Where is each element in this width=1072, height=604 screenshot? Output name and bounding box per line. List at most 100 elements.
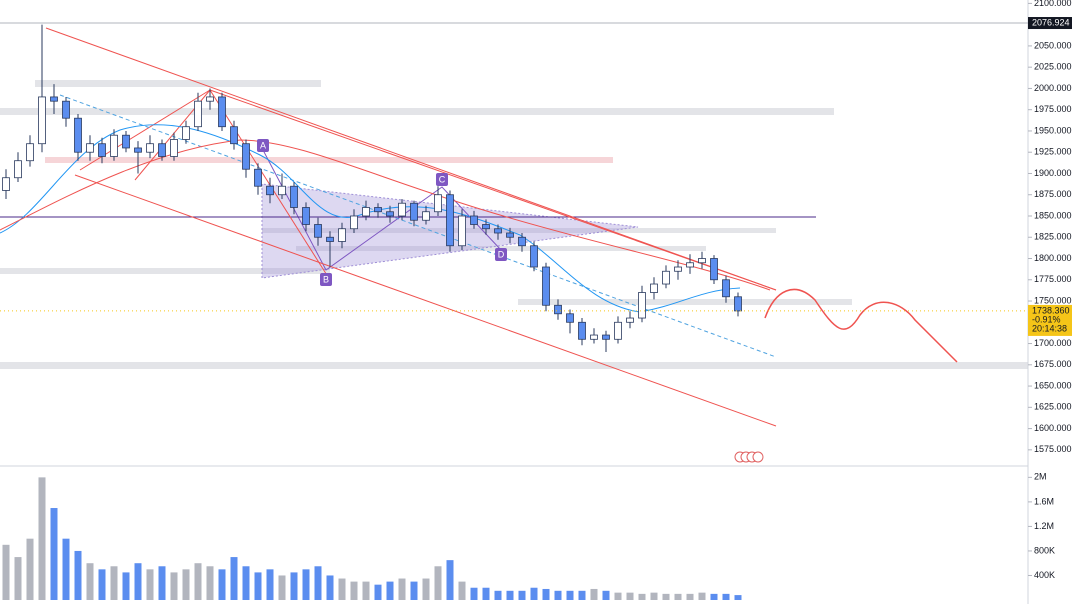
candle-body: [86, 143, 94, 153]
dashed-line: [59, 94, 777, 358]
annotation-labels: A B C D: [257, 139, 507, 286]
volume-bar: [410, 581, 418, 600]
candle-body: [302, 207, 310, 225]
volume-bar: [398, 578, 406, 600]
candle-body: [410, 202, 418, 221]
candle-body: [266, 185, 274, 196]
y-tick-label: 1700.000: [1034, 338, 1072, 348]
volume-bar: [446, 560, 454, 600]
volume-bar: [98, 569, 106, 600]
channel-line: [45, 27, 777, 291]
candle-body: [362, 207, 370, 217]
volume-bar: [134, 563, 142, 600]
label-box: [495, 248, 507, 261]
candle-body: [170, 139, 178, 157]
countdown-label: 20:14:38: [1032, 323, 1067, 333]
annotation-label: A: [260, 140, 266, 150]
y-tick-label: 1750.000: [1034, 295, 1072, 305]
annotation-label: D: [498, 249, 505, 259]
volume-bar: [242, 566, 250, 600]
volume-bar: [266, 569, 274, 600]
candle-body: [146, 143, 154, 153]
candle-body: [614, 321, 622, 340]
candle-body: [446, 194, 454, 247]
candle-body: [722, 279, 730, 298]
y-tick-label: 1800.000: [1034, 253, 1072, 263]
candle-body: [734, 296, 742, 312]
label-box: [436, 173, 448, 186]
candle-body: [314, 224, 322, 238]
candle-body: [206, 96, 214, 102]
y-tick-label: 1875.000: [1034, 189, 1072, 199]
candle-body: [686, 262, 694, 268]
volume-bar: [614, 592, 622, 600]
last-price-label: 1738.360: [1032, 305, 1070, 315]
event-icons: [734, 451, 764, 463]
volume-bar: [326, 575, 334, 600]
candle-body: [2, 177, 10, 191]
candle-body: [278, 185, 286, 196]
volume-tick-label: 2M: [1034, 472, 1047, 482]
candle-body: [338, 228, 346, 242]
volume-bar: [422, 578, 430, 600]
candle-body: [698, 258, 706, 264]
volume-bar: [590, 588, 598, 600]
candle-body: [50, 96, 58, 102]
zone: [0, 362, 1028, 369]
y-tick-label: 1650.000: [1034, 380, 1072, 390]
volume-bar: [314, 566, 322, 600]
change-label: -0.91%: [1032, 314, 1061, 324]
zone: [0, 108, 834, 115]
candle-body: [626, 317, 634, 323]
volume-bar: [194, 563, 202, 600]
y-tick-label: 1825.000: [1034, 232, 1072, 242]
label-box: [257, 139, 269, 152]
volume-bar: [290, 572, 298, 600]
candle-body: [458, 215, 466, 247]
volume-tick-label: 800K: [1034, 545, 1055, 555]
candle-body: [566, 313, 574, 323]
volume-bar: [206, 566, 214, 600]
volume-bar: [710, 593, 718, 600]
candle-body: [530, 245, 538, 268]
candle-body: [386, 211, 394, 217]
volume-bar: [110, 566, 118, 600]
volume-bar: [506, 590, 514, 600]
candle-body: [122, 134, 130, 149]
volume-bar: [530, 587, 538, 600]
volume-bar: [182, 569, 190, 600]
volume-bar: [482, 587, 490, 600]
y-tick-label: 2000.000: [1034, 83, 1072, 93]
y-tick-label: 2050.000: [1034, 40, 1072, 50]
volume-bar: [386, 581, 394, 600]
volume-bar: [650, 592, 658, 600]
candle-body: [62, 100, 70, 119]
candle-body: [434, 194, 442, 213]
candle-body: [710, 258, 718, 281]
volume-bar: [14, 557, 22, 600]
y-tick-label: 1625.000: [1034, 402, 1072, 412]
volume-bar: [374, 584, 382, 600]
volume-bar: [50, 508, 58, 600]
volume-bar: [170, 572, 178, 600]
zone: [35, 80, 321, 87]
candle-body: [26, 143, 34, 162]
candle-body: [374, 207, 382, 213]
label-box: [320, 273, 332, 286]
y-tick-label: 1925.000: [1034, 147, 1072, 157]
candle-body: [494, 228, 502, 234]
y-tick-label: 1900.000: [1034, 168, 1072, 178]
candle-body: [482, 224, 490, 230]
volume-bar: [86, 563, 94, 600]
volume-bar: [230, 557, 238, 600]
volume-bar: [218, 569, 226, 600]
volume-bar: [554, 590, 562, 600]
volume-bar: [2, 544, 10, 600]
candle-body: [398, 202, 406, 217]
candle-body: [470, 215, 478, 225]
candle-body: [110, 134, 118, 157]
volume-bar: [638, 593, 646, 600]
y-tick-label: 1850.000: [1034, 210, 1072, 220]
candle-body: [638, 292, 646, 319]
